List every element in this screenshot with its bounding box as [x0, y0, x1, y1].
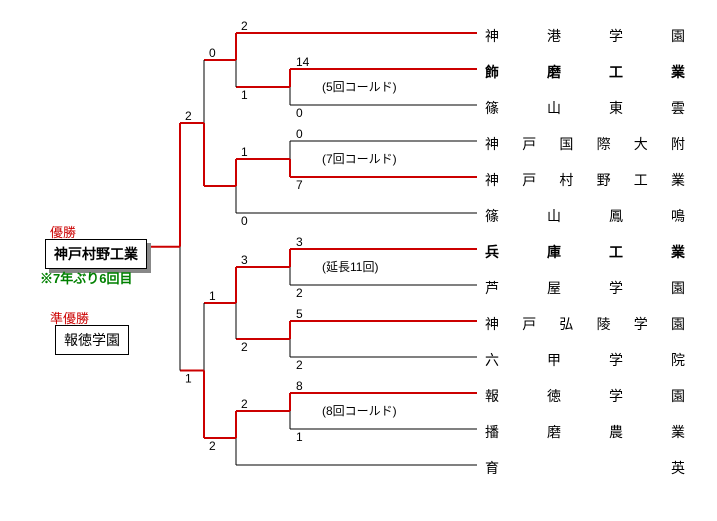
team-10: 報徳学園 [485, 386, 685, 406]
champion-box: 神戸村野工業 [45, 239, 147, 269]
svg-text:2: 2 [185, 109, 192, 123]
svg-text:2: 2 [209, 439, 216, 453]
team-5: 篠山鳳鳴 [485, 206, 685, 226]
svg-text:0: 0 [241, 214, 248, 228]
svg-text:2: 2 [296, 358, 303, 372]
svg-text:0: 0 [296, 106, 303, 120]
runnerup-box: 報徳学園 [55, 325, 129, 355]
team-8: 神戸弘陵学園 [485, 314, 685, 334]
svg-text:(5回コールド): (5回コールド) [322, 80, 397, 94]
svg-text:5: 5 [296, 307, 303, 321]
team-4: 神戸村野工業 [485, 170, 685, 190]
team-1: 飾磨工業 [485, 62, 685, 82]
svg-text:1: 1 [241, 88, 248, 102]
team-9: 六甲学院 [485, 350, 685, 370]
svg-text:0: 0 [209, 46, 216, 60]
svg-text:1: 1 [209, 289, 216, 303]
team-12: 育英 [485, 458, 685, 478]
svg-text:1: 1 [296, 430, 303, 444]
svg-text:2: 2 [296, 286, 303, 300]
team-2: 篠山東雲 [485, 98, 685, 118]
svg-text:1: 1 [241, 145, 248, 159]
svg-text:14: 14 [296, 55, 310, 69]
svg-text:2: 2 [241, 340, 248, 354]
svg-text:3: 3 [241, 253, 248, 267]
team-3: 神戸国際大附 [485, 134, 685, 154]
svg-text:(7回コールド): (7回コールド) [322, 152, 397, 166]
svg-text:7: 7 [296, 178, 303, 192]
svg-text:2: 2 [241, 397, 248, 411]
team-11: 播磨農業 [485, 422, 685, 442]
team-0: 神港学園 [485, 26, 685, 46]
svg-text:0: 0 [296, 127, 303, 141]
svg-text:8: 8 [296, 379, 303, 393]
svg-text:(8回コールド): (8回コールド) [322, 404, 397, 418]
svg-text:(延長11回): (延長11回) [322, 260, 378, 274]
team-7: 芦屋学園 [485, 278, 685, 298]
svg-text:1: 1 [185, 372, 192, 386]
team-6: 兵庫工業 [485, 242, 685, 262]
svg-text:2: 2 [241, 19, 248, 33]
svg-text:3: 3 [296, 235, 303, 249]
champion-note: ※7年ぶり6回目 [40, 268, 132, 287]
